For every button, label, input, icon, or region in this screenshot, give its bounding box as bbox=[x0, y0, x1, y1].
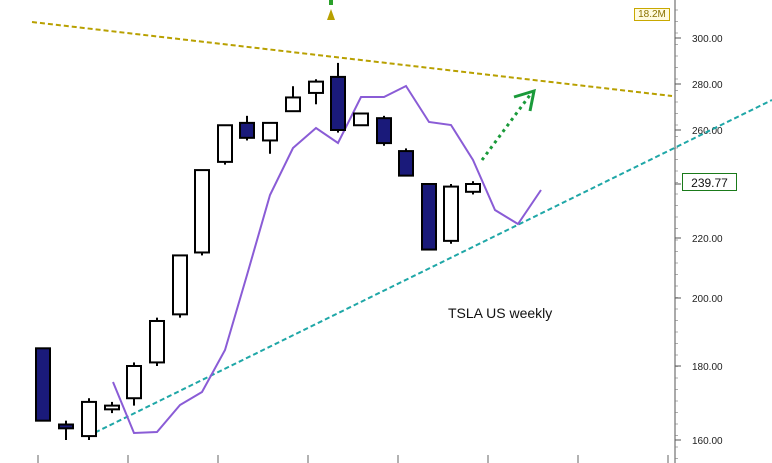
candle bbox=[353, 112, 369, 127]
y-tick-label: 200.00 bbox=[692, 294, 723, 305]
candle bbox=[126, 362, 142, 406]
candle bbox=[239, 115, 255, 141]
moving-average-line bbox=[112, 84, 542, 435]
last-price-label: 239.77 bbox=[682, 173, 737, 191]
candle bbox=[172, 254, 188, 318]
y-axis: 300.00280.00260.00240.00220.00200.00180.… bbox=[675, 9, 723, 459]
candle bbox=[421, 183, 437, 251]
candle bbox=[443, 184, 459, 244]
candle bbox=[330, 62, 346, 133]
y-tick-label: 160.00 bbox=[692, 436, 723, 447]
y-tick-label: 220.00 bbox=[692, 234, 723, 245]
candle bbox=[376, 115, 392, 146]
candle bbox=[58, 420, 74, 440]
chart-annotation: TSLA US weekly bbox=[448, 305, 552, 321]
y-tick-label: 280.00 bbox=[692, 80, 723, 91]
candle bbox=[194, 169, 210, 256]
resistance-trendline bbox=[31, 21, 673, 97]
candle bbox=[465, 181, 481, 195]
candle bbox=[104, 401, 120, 414]
candle bbox=[217, 124, 233, 165]
candle bbox=[398, 148, 414, 177]
candle bbox=[35, 347, 51, 422]
candle bbox=[149, 317, 165, 366]
x-axis-ticks bbox=[37, 455, 669, 463]
candle bbox=[81, 398, 97, 440]
projection-arrow bbox=[480, 88, 536, 161]
candle bbox=[308, 79, 324, 105]
y-tick-label: 300.00 bbox=[692, 34, 723, 45]
support-trendline bbox=[87, 99, 772, 437]
volume-label: 18.2M bbox=[634, 8, 670, 21]
y-tick-label: 180.00 bbox=[692, 362, 723, 373]
candle bbox=[285, 86, 301, 113]
volume-marker-icon bbox=[327, 0, 335, 20]
candlesticks bbox=[35, 62, 481, 440]
candle bbox=[262, 121, 278, 154]
